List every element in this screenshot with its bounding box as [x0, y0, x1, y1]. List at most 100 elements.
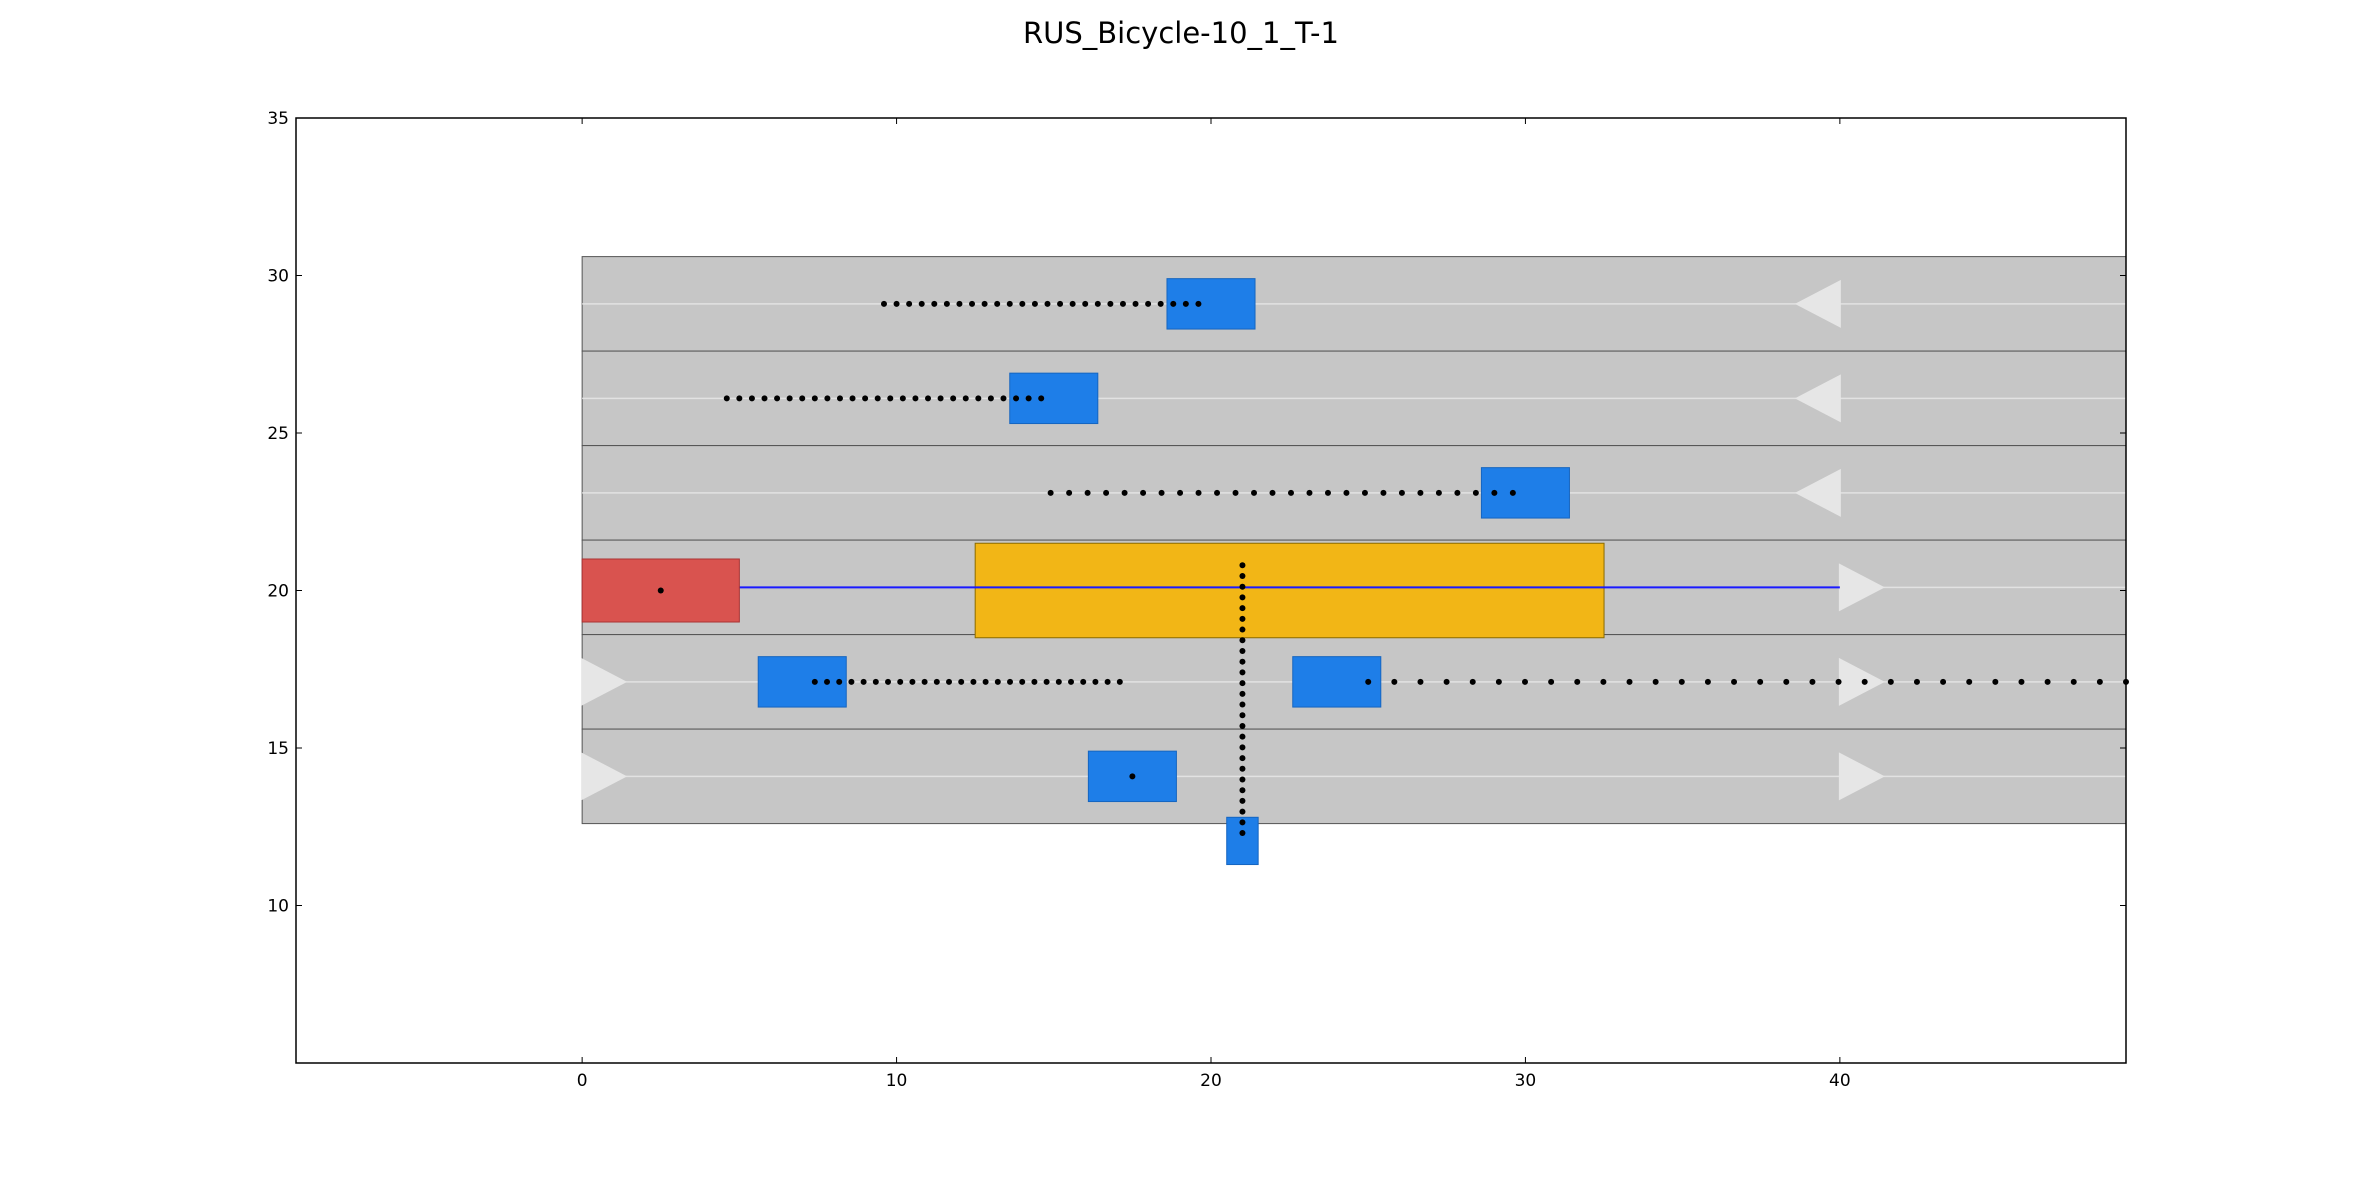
direction-arrow-7 — [1838, 752, 1885, 801]
trajectory-3-point-18 — [1031, 678, 1038, 685]
trajectory-1-point-16 — [925, 395, 932, 402]
trajectory-0-point-16 — [1082, 300, 1089, 307]
trajectory-5-point-8 — [1239, 647, 1246, 654]
trajectory-4-point-8 — [1574, 678, 1581, 685]
trajectory-4-point-23 — [1966, 678, 1973, 685]
trajectory-5-point-13 — [1239, 701, 1246, 708]
trajectory-1-point-22 — [1000, 395, 1007, 402]
trajectory-3-point-22 — [1080, 678, 1087, 685]
obstacle-1 — [1009, 372, 1099, 425]
trajectory-1-point-8 — [824, 395, 831, 402]
trajectory-0-point-17 — [1094, 300, 1101, 307]
trajectory-5-point-15 — [1239, 722, 1246, 729]
trajectory-1-point-2 — [748, 395, 755, 402]
trajectory-2-point-21 — [1435, 489, 1442, 496]
trajectory-2-point-4 — [1121, 489, 1128, 496]
trajectory-4-point-9 — [1600, 678, 1607, 685]
trajectory-0-point-4 — [931, 300, 938, 307]
direction-arrow-1 — [1794, 374, 1841, 423]
y-tick-label-4: 30 — [267, 267, 289, 287]
trajectory-5-point-24 — [1239, 819, 1246, 826]
state-point-0 — [657, 587, 664, 594]
trajectory-3-point-11 — [946, 678, 953, 685]
x-tick-label-0: 0 — [577, 1071, 588, 1091]
trajectory-4-point-4 — [1469, 678, 1476, 685]
trajectory-3-point-24 — [1104, 678, 1111, 685]
trajectory-3-point-2 — [836, 678, 843, 685]
trajectory-2-point-24 — [1491, 489, 1498, 496]
trajectory-3-point-19 — [1043, 678, 1050, 685]
trajectory-3-point-4 — [860, 678, 867, 685]
trajectory-0-point-15 — [1069, 300, 1076, 307]
trajectory-0-point-22 — [1157, 300, 1164, 307]
trajectory-4-point-2 — [1417, 678, 1424, 685]
trajectory-5-point-18 — [1239, 755, 1246, 762]
trajectory-1-point-24 — [1025, 395, 1032, 402]
road-layer — [581, 256, 2127, 825]
trajectory-3-point-0 — [811, 678, 818, 685]
trajectory-1-point-23 — [1013, 395, 1020, 402]
trajectory-0-point-23 — [1170, 300, 1177, 307]
trajectory-1-point-1 — [736, 395, 743, 402]
trajectory-4-point-3 — [1443, 678, 1450, 685]
direction-arrow-0 — [1794, 279, 1841, 328]
trajectory-2-point-11 — [1251, 489, 1258, 496]
trajectory-5-point-12 — [1239, 690, 1246, 697]
trajectory-5-point-1 — [1239, 573, 1246, 580]
trajectory-2-point-25 — [1509, 489, 1516, 496]
trajectory-3-point-16 — [1007, 678, 1014, 685]
trajectory-3-point-8 — [909, 678, 916, 685]
trajectory-2-point-19 — [1398, 489, 1405, 496]
trajectory-3-point-9 — [921, 678, 928, 685]
trajectory-5-point-20 — [1239, 776, 1246, 783]
y-tick-label-5: 35 — [267, 109, 289, 129]
trajectory-0-point-3 — [918, 300, 925, 307]
goal-region — [974, 542, 1605, 639]
trajectory-0-point-12 — [1031, 300, 1038, 307]
trajectory-3-point-3 — [848, 678, 855, 685]
trajectory-4-point-22 — [1940, 678, 1947, 685]
trajectory-5-point-7 — [1239, 637, 1246, 644]
trajectory-4-point-14 — [1731, 678, 1738, 685]
trajectory-2-point-2 — [1084, 489, 1091, 496]
trajectory-0-point-10 — [1006, 300, 1013, 307]
x-tick-label-4: 40 — [1829, 1071, 1851, 1091]
trajectory-0-point-14 — [1057, 300, 1064, 307]
trajectory-4-point-18 — [1835, 678, 1842, 685]
trajectory-2-point-1 — [1066, 489, 1073, 496]
trajectory-5-point-17 — [1239, 744, 1246, 751]
obstacle-0 — [1166, 278, 1256, 330]
trajectory-0-point-11 — [1019, 300, 1026, 307]
trajectory-5-point-9 — [1239, 658, 1246, 665]
trajectory-2-point-6 — [1158, 489, 1165, 496]
trajectory-3-point-20 — [1055, 678, 1062, 685]
trajectory-1-point-18 — [950, 395, 957, 402]
trajectory-0-point-6 — [956, 300, 963, 307]
trajectory-1-point-11 — [862, 395, 869, 402]
trajectory-5-point-11 — [1239, 680, 1246, 687]
trajectory-4-point-28 — [2096, 678, 2103, 685]
trajectory-4-point-11 — [1652, 678, 1659, 685]
trajectory-4-point-5 — [1495, 678, 1502, 685]
trajectory-3-point-15 — [994, 678, 1001, 685]
trajectory-1-point-19 — [962, 395, 969, 402]
trajectory-0-point-18 — [1107, 300, 1114, 307]
x-tick-label-1: 10 — [886, 1071, 908, 1091]
trajectory-0-point-13 — [1044, 300, 1051, 307]
trajectory-4-point-19 — [1861, 678, 1868, 685]
trajectory-1-point-10 — [849, 395, 856, 402]
trajectory-3-point-10 — [933, 678, 940, 685]
direction-arrow-2 — [1794, 468, 1841, 517]
trajectory-5-point-22 — [1239, 797, 1246, 804]
trajectory-0-point-24 — [1182, 300, 1189, 307]
trajectory-1-point-17 — [937, 395, 944, 402]
trajectory-1-point-21 — [987, 395, 994, 402]
trajectory-5-point-14 — [1239, 712, 1246, 719]
trajectory-2-point-17 — [1361, 489, 1368, 496]
trajectory-1-point-6 — [799, 395, 806, 402]
trajectory-2-point-0 — [1047, 489, 1054, 496]
trajectory-4-point-12 — [1678, 678, 1685, 685]
trajectory-0-point-0 — [880, 300, 887, 307]
trajectory-0-point-9 — [994, 300, 1001, 307]
